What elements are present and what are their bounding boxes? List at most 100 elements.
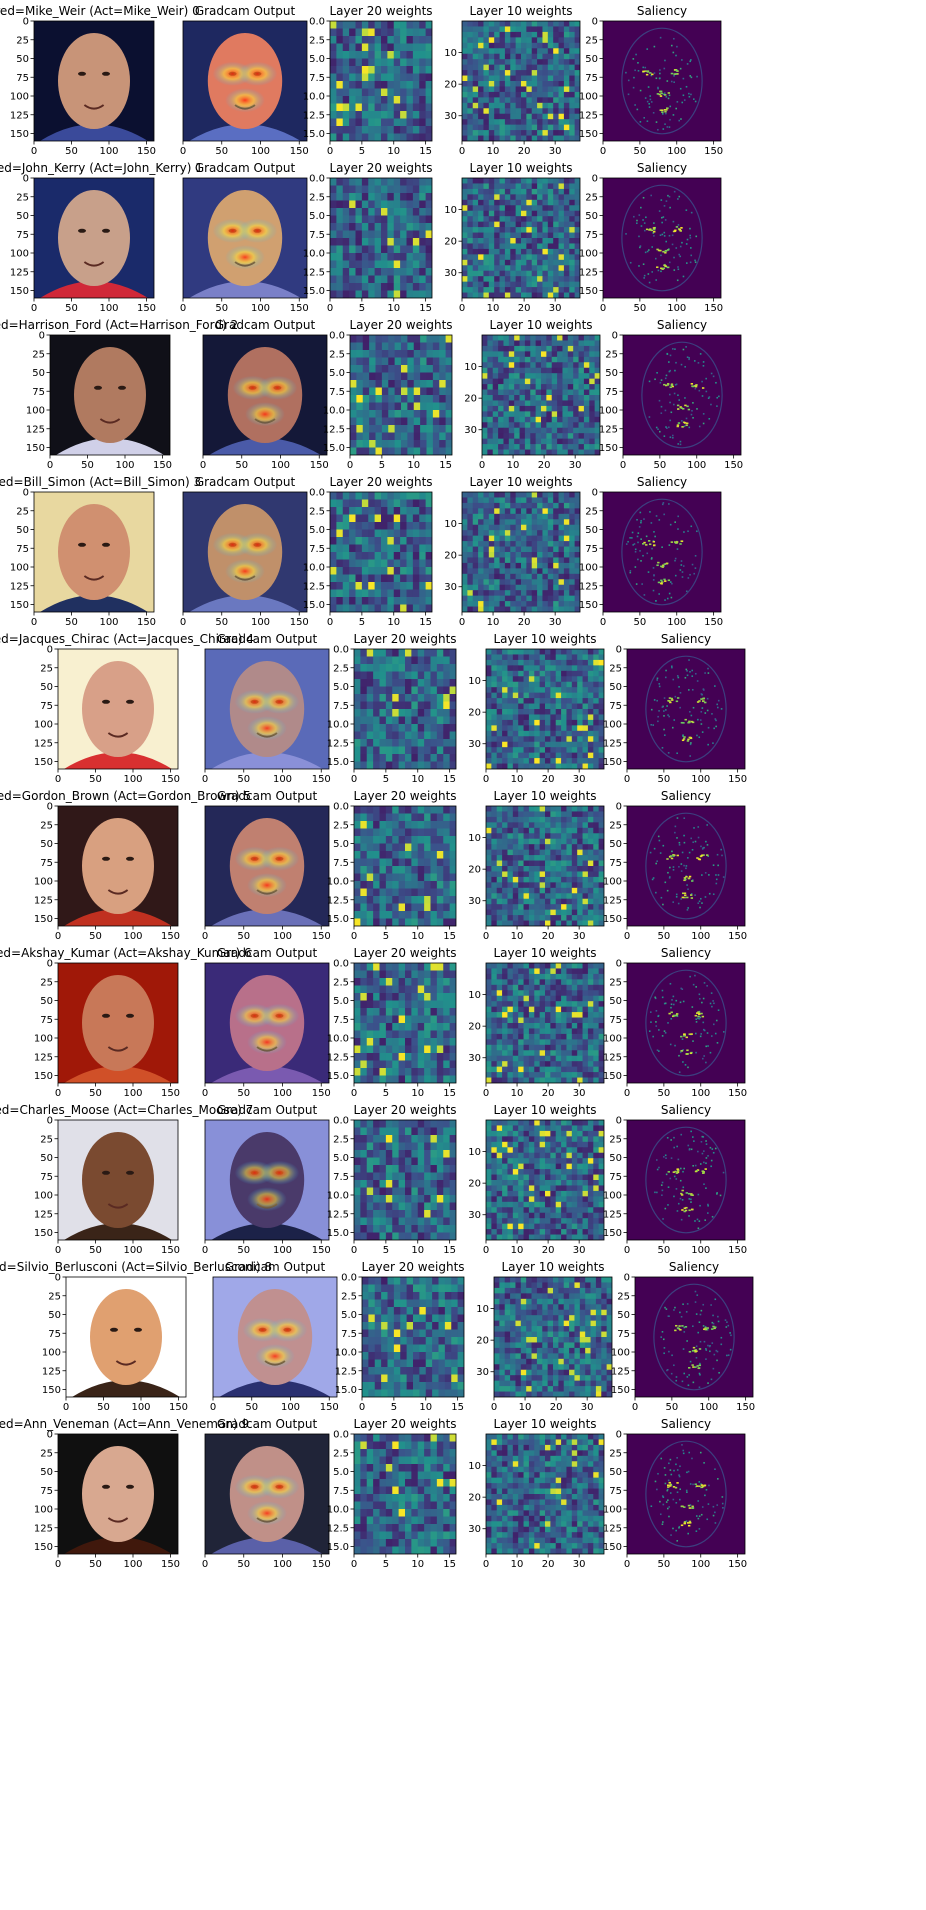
weight-cell [515, 530, 522, 537]
weight-cell [349, 103, 356, 112]
weight-cell [483, 216, 490, 223]
y-tick-label: 50 [16, 211, 29, 222]
weight-cell [558, 135, 565, 141]
weight-cell [508, 378, 515, 385]
weight-cell [598, 752, 604, 759]
weight-cell [545, 763, 551, 769]
weight-cell [578, 384, 585, 390]
weight-cell [419, 597, 427, 605]
weight-cell [483, 606, 490, 612]
weight-cell [577, 698, 583, 704]
weight-cell [582, 741, 589, 748]
photo-face [74, 347, 146, 443]
weight-cell [462, 232, 468, 239]
gradcam-hotspot [225, 559, 265, 584]
weight-cell [519, 416, 526, 423]
weight-cell [392, 679, 400, 687]
x-tick-label: 100 [273, 931, 292, 942]
saliency-pixel [675, 361, 677, 364]
y-tick-label: 125 [34, 895, 53, 906]
weight-cell [482, 422, 488, 429]
weight-cell [589, 427, 596, 434]
weight-cell [521, 584, 527, 591]
weight-cell [498, 345, 504, 352]
y-tick-label: 25 [609, 663, 622, 674]
saliency-pixel [676, 279, 679, 282]
y-tick-label: 15.0 [327, 757, 349, 768]
axes-frame [33, 491, 155, 613]
weight-cell [494, 584, 500, 591]
y-tick-label: 75 [40, 858, 53, 869]
weight-cell [499, 130, 506, 136]
weight-cell [487, 411, 494, 418]
weight-cell [369, 425, 376, 433]
weight-cell [555, 730, 562, 737]
weight-cell [393, 215, 401, 224]
weight-cell [478, 584, 484, 591]
x-tick-label: 100 [99, 303, 118, 314]
weight-cell [430, 649, 438, 657]
weight-cell [412, 507, 420, 515]
weight-cell [498, 438, 504, 445]
weight-cell [400, 81, 407, 89]
weight-cell [531, 53, 538, 60]
weight-cell [534, 736, 541, 743]
weight-cell [537, 238, 543, 244]
weight-cell [439, 357, 447, 366]
weight-cell [598, 659, 604, 666]
weight-cell [368, 283, 376, 291]
weight-cell [374, 253, 382, 261]
weight-cell [375, 357, 383, 366]
weight-cell [400, 522, 407, 530]
weight-cell [578, 444, 585, 450]
weight-cell [430, 694, 438, 702]
weight-cell [531, 42, 538, 49]
weight-cell [478, 238, 484, 244]
weight-cell [349, 544, 356, 553]
gradcam-hotspot [237, 61, 278, 86]
weight-cell [387, 522, 395, 530]
weight-cell [547, 248, 554, 255]
weight-cell [558, 37, 565, 44]
weight-cell [562, 422, 569, 429]
weight-cell [426, 380, 434, 388]
weight-cell [593, 649, 600, 655]
weight-cell [526, 259, 533, 266]
weight-cell [521, 497, 527, 504]
saliency-hotspot [686, 740, 690, 742]
saliency-pixel [636, 222, 638, 225]
saliency-pixel [663, 565, 665, 568]
saliency-pixel [683, 425, 686, 428]
weight-cell [539, 681, 546, 688]
weight-cell [598, 747, 604, 754]
saliency-pixel [680, 564, 683, 566]
weight-cell [330, 238, 337, 246]
gradcam-hotspot [237, 218, 278, 243]
panel-title: Pred=John_Kerry (Act=John_Kerry) 1 [0, 161, 203, 175]
weight-cell [499, 37, 506, 44]
saliency-pixel [655, 121, 658, 123]
weight-cell [387, 126, 395, 134]
weight-cell [514, 373, 520, 380]
weight-cell [488, 59, 495, 66]
weight-cell [539, 719, 546, 726]
y-tick-label: 25 [32, 349, 45, 360]
weight-cell [530, 395, 537, 401]
saliency-pixel [706, 697, 709, 700]
weight-cell [582, 687, 589, 694]
weight-cell [558, 232, 565, 239]
weight-cell [531, 232, 538, 239]
weight-cell [486, 719, 492, 726]
y-tick-label: 10.0 [323, 406, 345, 417]
weight-cell [526, 535, 533, 542]
weight-cell [563, 70, 570, 76]
weight-cell [574, 238, 580, 244]
weight-cell [553, 119, 559, 126]
weight-cell [483, 81, 490, 87]
weight-cell [483, 557, 490, 564]
weight-cell [419, 208, 427, 216]
saliency-pixel [625, 233, 627, 235]
weight-cell [499, 199, 506, 206]
weight-cell [503, 433, 510, 440]
